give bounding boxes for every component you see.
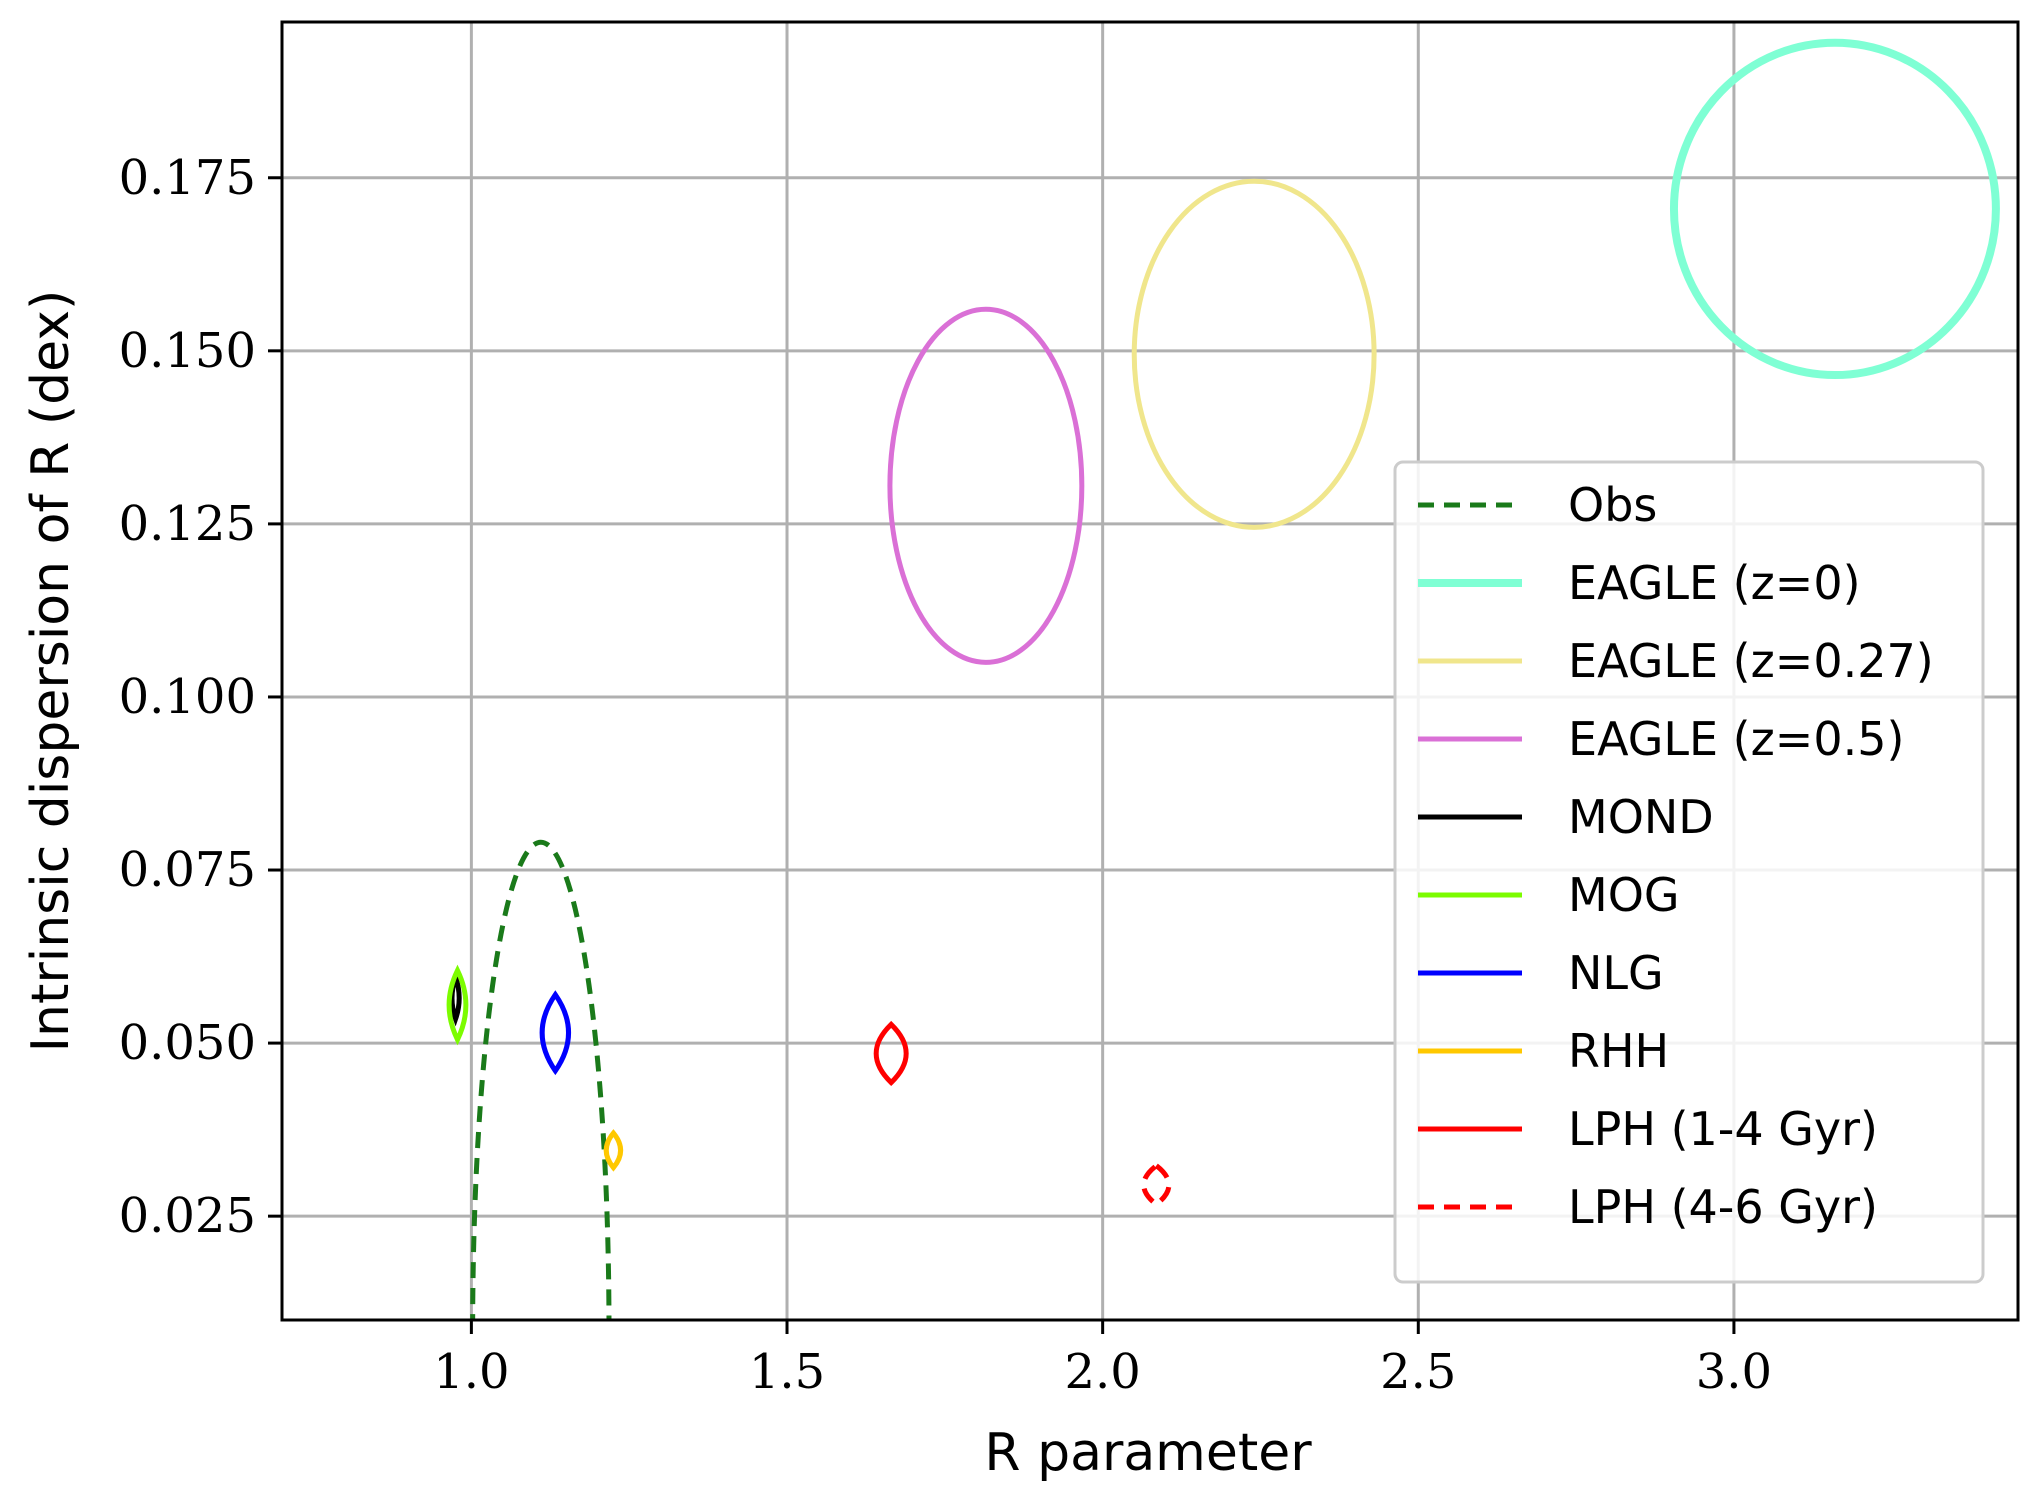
- series-eagle-z-0: [1669, 38, 2000, 380]
- series-eagle-z-0-5: [887, 306, 1085, 665]
- legend-label-lph-1-4-gyr: LPH (1-4 Gyr): [1568, 1102, 1878, 1156]
- series-eagle-z-0-27: [1131, 178, 1377, 530]
- axis-ticks: 1.0 1.5 2.0 2.5 3.0 0.025 0.050 0.075 0.100 0.125…: [119, 150, 1773, 1400]
- y-tick-label: 0.050: [119, 1015, 256, 1071]
- x-tick-label: 1.0: [433, 1344, 509, 1400]
- legend: Obs EAGLE (z=0) EAGLE (z=0.27) EAGLE (z=0.5…: [1393, 460, 1985, 1284]
- legend-label-rhh: RHH: [1568, 1024, 1669, 1078]
- legend-label-eagle-z-0-5: EAGLE (z=0.5): [1568, 712, 1904, 766]
- series-nlg: [539, 990, 572, 1076]
- series-lph-4-6-gyr: [1141, 1162, 1172, 1208]
- series-lph-1-4-gyr: [873, 1020, 909, 1087]
- x-axis-title: R parameter: [984, 1423, 1312, 1483]
- x-tick-label: 1.5: [749, 1344, 825, 1400]
- x-tick-label: 2.5: [1380, 1344, 1456, 1400]
- legend-box: [1393, 460, 1985, 1284]
- legend-label-eagle-z-0-27: EAGLE (z=0.27): [1568, 634, 1934, 688]
- series-rhh: [603, 1129, 624, 1172]
- y-tick-label: 0.175: [119, 150, 256, 206]
- y-tick-label: 0.100: [119, 669, 256, 725]
- legend-label-eagle-z-0: EAGLE (z=0): [1568, 556, 1861, 610]
- y-tick-label: 0.125: [119, 496, 256, 552]
- plot-frame: [280, 20, 2020, 1322]
- legend-label-nlg: NLG: [1568, 946, 1664, 1000]
- series-obs: [470, 839, 612, 1320]
- x-tick-label: 3.0: [1696, 1344, 1772, 1400]
- x-tick-label: 2.0: [1064, 1344, 1140, 1400]
- y-tick-label: 0.075: [119, 842, 256, 898]
- y-tick-label: 0.150: [119, 323, 256, 379]
- plot-series: [446, 38, 2000, 1320]
- legend-label-mog: MOG: [1568, 868, 1680, 922]
- legend-label-lph-4-6-gyr: LPH (4-6 Gyr): [1568, 1180, 1878, 1234]
- legend-label-obs: Obs: [1568, 478, 1657, 532]
- series-mog: [446, 964, 469, 1046]
- y-tick-label: 0.025: [119, 1188, 256, 1244]
- legend-label-mond: MOND: [1568, 790, 1714, 844]
- y-axis-title: Intrinsic dispersion of R (dex): [21, 290, 81, 1053]
